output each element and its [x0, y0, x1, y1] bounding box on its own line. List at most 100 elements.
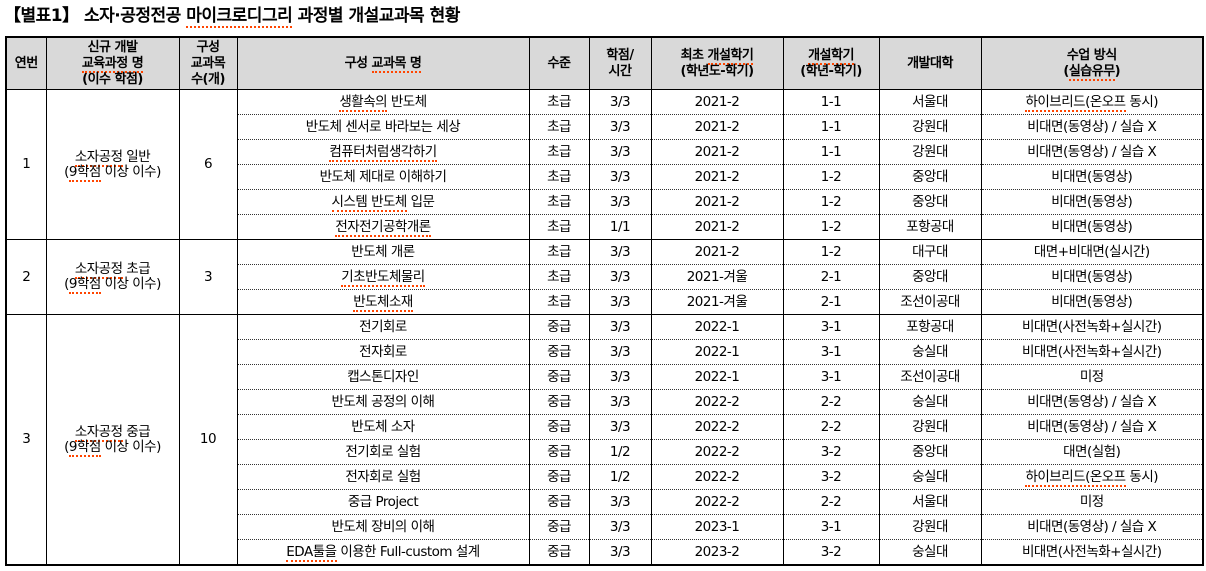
cell-program-name: 소자공정 일반 (9학점 이상 이수) [45, 89, 180, 240]
cell-level: 초급 [528, 289, 590, 315]
cell-level: 초급 [528, 189, 590, 215]
table-row: 반도체 장비의 이해 중급 3/3 2023-1 3-1 강원대 비대면(동영상) / 실습… [6, 514, 1204, 540]
cell-univ: 강원대 [878, 514, 982, 540]
cell-method: 대면(실험) [980, 439, 1204, 465]
cell-term: 1-1 [782, 114, 880, 140]
col-level: 수준 [528, 36, 590, 90]
cell-term: 3-2 [782, 464, 880, 490]
spellcheck-underline: 소자공정 [74, 261, 123, 279]
cell-course-name: 전기회로 [236, 314, 530, 340]
header-row: 연번 신규 개발 교육과정 명 (이수 학점) 구성 교과목 수(개) 구성 교과목 명 수준 학… [5, 36, 1204, 90]
cell-course-name: 전자회로 실험 [236, 464, 530, 490]
cell-course-name: 캡스톤디자인 [236, 364, 530, 390]
cell-level: 중급 [528, 514, 590, 540]
cell-term: 1-2 [782, 164, 880, 190]
cell-course-name: 반도체 제대로 이해하기 [236, 164, 530, 190]
cell-method: 하이브리드(온오프 동시) [980, 464, 1204, 490]
table-row: 2 소자공정 초급 (9학점 이상 이수) 3 반도체 개론 초급 3/3 2021-2 1-2… [5, 239, 1204, 315]
cell-level: 초급 [528, 264, 590, 290]
cell-univ: 포항공대 [878, 314, 982, 340]
cell-level: 초급 [528, 214, 590, 240]
cell-first-term: 2022-1 [650, 364, 784, 390]
cell-univ: 대구대 [878, 239, 982, 265]
cell-level: 중급 [528, 464, 590, 490]
col-count: 구성 교과목 수(개) [178, 36, 238, 90]
cell-univ: 숭실대 [878, 539, 982, 565]
cell-term: 3-1 [782, 339, 880, 365]
cell-method: 하이브리드(온오프 동시) [980, 89, 1204, 115]
table-row: EDA툴을 이용한 Full-custom 설계 중급 3/3 2023-2 3-2 숭실… [6, 539, 1204, 565]
cell-course-name: 반도체 센서로 바라보는 세상 [236, 114, 530, 140]
spellcheck-underline: 교과목 명 [371, 55, 422, 73]
table-row: 기초반도체물리 초급 3/3 2021-겨울 2-1 중앙대 비대면(동영상) [6, 264, 1204, 290]
cell-credit-hours: 3/3 [588, 314, 652, 340]
cell-term: 3-2 [782, 539, 880, 565]
cell-credit-hours: 3/3 [588, 164, 652, 190]
col-method: 수업 방식 (실습유무) [980, 36, 1204, 90]
cell-credit-hours: 3/3 [588, 239, 652, 265]
cell-univ: 중앙대 [878, 264, 982, 290]
cell-credit-hours: 3/3 [588, 489, 652, 515]
table-row: 3 소자공정 중급 (9학점 이상 이수) 10 전기회로 중급 3/3 2022-1 3-1 포… [5, 314, 1204, 566]
cell-credit-hours: 3/3 [588, 264, 652, 290]
cell-credit-hours: 3/3 [588, 289, 652, 315]
cell-method: 비대면(동영상) [980, 214, 1204, 240]
cell-first-term: 2023-1 [650, 514, 784, 540]
cell-univ: 숭실대 [878, 464, 982, 490]
cell-first-term: 2022-2 [650, 389, 784, 415]
table-row: 전기회로 실험 중급 1/2 2022-2 3-2 중앙대 대면(실험) [6, 439, 1204, 465]
cell-first-term: 2021-겨울 [650, 264, 784, 290]
table-body: 1 소자공정 일반 (9학점 이상 이수) 6 생활속의 반도체 초급 3/3 2021-2 1… [5, 89, 1204, 566]
cell-term: 3-1 [782, 314, 880, 340]
cell-credit-hours: 3/3 [588, 114, 652, 140]
cell-first-term: 2022-1 [650, 314, 784, 340]
spellcheck-underline: 실습유무 [1068, 63, 1115, 81]
cell-first-term: 2022-2 [650, 414, 784, 440]
col-course-name: 구성 교과목 명 [236, 36, 530, 90]
cell-first-term: 2023-2 [650, 539, 784, 565]
table-row: 전자전기공학개론 초급 1/1 2021-2 1-2 포항공대 비대면(동영상) [6, 214, 1204, 240]
cell-univ: 중앙대 [878, 189, 982, 215]
cell-level: 중급 [528, 339, 590, 365]
cell-program-name: 소자공정 초급 (9학점 이상 이수) [45, 239, 180, 315]
cell-term: 2-2 [782, 389, 880, 415]
cell-level: 초급 [528, 89, 590, 115]
cell-method: 비대면(동영상) [980, 289, 1204, 315]
table-row: 캡스톤디자인 중급 3/3 2022-1 3-1 조선이공대 미정 [6, 364, 1204, 390]
cell-level: 중급 [528, 364, 590, 390]
cell-method: 미정 [980, 364, 1204, 390]
cell-credit-hours: 1/1 [588, 214, 652, 240]
cell-first-term: 2021-2 [650, 164, 784, 190]
table-row: 반도체 센서로 바라보는 세상 초급 3/3 2021-2 1-1 강원대 비대면(동영상)… [6, 114, 1204, 140]
spellcheck-underline: 9학점 [68, 163, 101, 182]
cell-method: 비대면(동영상) / 실습 X [980, 139, 1204, 165]
cell-univ: 포항공대 [878, 214, 982, 240]
cell-univ: 중앙대 [878, 164, 982, 190]
table-row: 시스템 반도체 입문 초급 3/3 2021-2 1-2 중앙대 비대면(동영상) [6, 189, 1204, 215]
col-univ: 개발대학 [878, 36, 982, 90]
cell-term: 1-1 [782, 89, 880, 115]
cell-course-name: 기초반도체물리 [236, 264, 530, 290]
cell-term: 2-1 [782, 264, 880, 290]
spellcheck-underline: 교육과정 명 [81, 55, 144, 73]
cell-term: 1-1 [782, 139, 880, 165]
cell-seq-no: 1 [5, 89, 47, 240]
table-row: 반도체 소자 중급 3/3 2022-2 2-2 강원대 비대면(동영상) / 실습 X [6, 414, 1204, 440]
cell-term: 3-2 [782, 439, 880, 465]
cell-term: 1-2 [782, 214, 880, 240]
cell-method: 비대면(동영상) [980, 264, 1204, 290]
cell-seq-no: 2 [5, 239, 47, 315]
cell-program-name: 소자공정 중급 (9학점 이상 이수) [45, 314, 180, 566]
col-term: 개설학기 (학년-학기) [782, 36, 880, 90]
cell-first-term: 2021-2 [650, 139, 784, 165]
cell-course-name: 반도체 소자 [236, 414, 530, 440]
spellcheck-underline: 9학점 [68, 438, 101, 457]
cell-course-name: EDA툴을 이용한 Full-custom 설계 [236, 539, 530, 565]
cell-first-term: 2021-겨울 [650, 289, 784, 315]
cell-credit-hours: 3/3 [588, 189, 652, 215]
cell-level: 중급 [528, 489, 590, 515]
cell-method: 비대면(동영상) [980, 189, 1204, 215]
spellcheck-underline: 생활속의 [339, 93, 388, 112]
spellcheck-underline: 마이크로디그리 [186, 6, 293, 28]
